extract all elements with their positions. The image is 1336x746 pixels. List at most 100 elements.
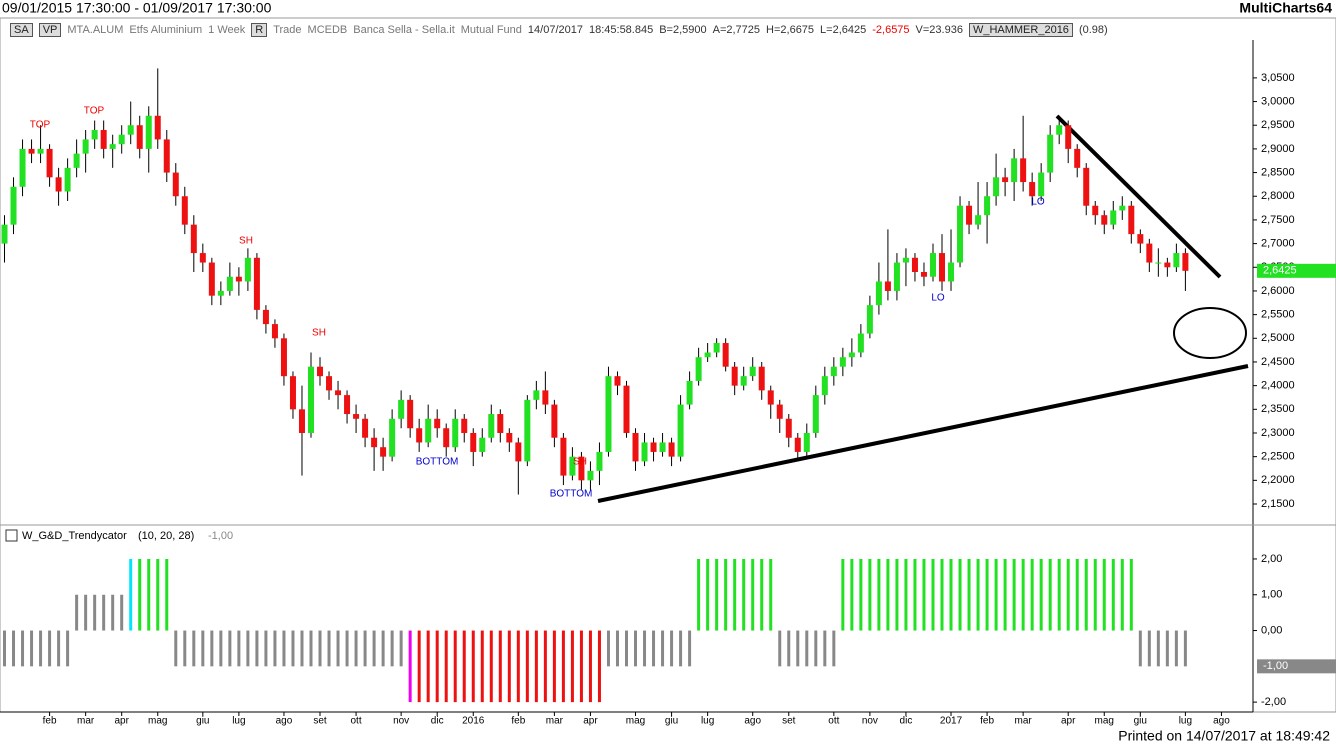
bar <box>507 630 511 703</box>
candle-body <box>136 125 143 149</box>
bar <box>805 630 809 667</box>
candle-body <box>875 281 882 306</box>
bar <box>661 630 665 667</box>
candle-body <box>10 186 17 225</box>
candle-body <box>1074 148 1081 168</box>
candle-body <box>1038 172 1045 197</box>
candle-body <box>677 404 684 457</box>
bar <box>814 630 818 667</box>
toolbar-item: V=23.936 <box>915 24 963 36</box>
candle-body <box>497 414 504 433</box>
bar <box>1057 558 1061 631</box>
toolbar-item: B=2,5900 <box>659 24 707 36</box>
candle-body <box>785 418 792 438</box>
bar <box>318 630 322 667</box>
candle-body <box>416 428 423 443</box>
candle-body <box>839 357 846 367</box>
candle-body <box>848 352 855 358</box>
ellipse <box>1173 307 1247 359</box>
candle-body <box>380 447 387 457</box>
toolbar-item: Mutual Fund <box>460 24 522 36</box>
bar <box>273 630 277 667</box>
bar <box>1021 558 1025 631</box>
candle-body <box>19 148 26 187</box>
bar <box>372 630 376 667</box>
x-tick-label: set <box>313 716 327 727</box>
bar <box>1165 630 1169 667</box>
toolbar-item[interactable]: R <box>251 23 268 37</box>
bar <box>75 594 79 631</box>
y-tick-label: 2,7500 <box>1261 214 1295 226</box>
y-tick-label: 2,9000 <box>1261 143 1295 155</box>
candle-body <box>371 437 378 448</box>
bar <box>895 558 899 631</box>
toolbar-item[interactable]: VP <box>38 23 62 37</box>
bar <box>129 558 133 631</box>
bar <box>444 630 448 703</box>
bar <box>1138 630 1142 667</box>
bar <box>1156 630 1160 667</box>
y-tick-label: 3,0500 <box>1261 72 1295 84</box>
bar <box>390 630 394 667</box>
bar <box>282 630 286 667</box>
candle-body <box>344 395 351 415</box>
candle-body <box>740 376 747 386</box>
candle-body <box>154 115 161 140</box>
bar <box>670 630 674 667</box>
bar <box>742 558 746 631</box>
toolbar-item[interactable]: SA <box>10 23 33 37</box>
bar <box>462 630 466 703</box>
candle-body <box>289 376 296 410</box>
x-tick-label: 2017 <box>940 716 963 727</box>
bar <box>823 630 827 667</box>
y-tick-label: 3,0000 <box>1261 95 1295 107</box>
bar <box>1030 558 1034 631</box>
candle-body <box>190 224 197 254</box>
bar <box>706 558 710 631</box>
candle-body <box>1146 243 1153 263</box>
bar <box>588 630 592 703</box>
candle-body <box>461 418 468 433</box>
y-tick-label: 2,3000 <box>1261 427 1295 439</box>
toolbar: SA VP MTA.ALUM Etfs Aluminium 1 Week R T… <box>10 22 1108 38</box>
candle-body <box>884 281 891 291</box>
toolbar-item: Etfs Aluminium <box>129 24 203 36</box>
candle-body <box>1056 125 1063 135</box>
bar <box>652 630 656 667</box>
trend-line <box>597 364 1249 503</box>
candle-body <box>794 437 801 452</box>
annotation: BOTTOM <box>550 489 593 500</box>
bar <box>868 558 872 631</box>
candle-body <box>434 418 441 429</box>
bar <box>39 630 43 667</box>
candle-body <box>1020 158 1027 183</box>
candle-body <box>226 276 233 291</box>
candle-body <box>722 343 729 367</box>
bar <box>264 630 268 667</box>
bar <box>688 630 692 667</box>
bar <box>201 630 205 667</box>
bar <box>634 630 638 667</box>
bar <box>174 630 178 667</box>
candle-body <box>1137 234 1144 244</box>
bar <box>697 558 701 631</box>
bar <box>381 630 385 667</box>
close-box[interactable] <box>5 529 18 542</box>
bar <box>832 630 836 667</box>
bar <box>435 630 439 703</box>
candle-body <box>1182 253 1189 271</box>
bar <box>489 630 493 703</box>
y-tick-label: 2,8500 <box>1261 166 1295 178</box>
toolbar-item: 1 Week <box>208 24 246 36</box>
x-tick-label: ago <box>1213 716 1230 727</box>
bar <box>336 630 340 667</box>
candle-body <box>1 224 8 244</box>
bar <box>255 630 259 667</box>
toolbar-item[interactable]: W_HAMMER_2016 <box>968 23 1073 37</box>
bar <box>715 558 719 631</box>
candle-body <box>623 385 630 433</box>
candle-body <box>560 437 567 476</box>
bar <box>958 558 962 631</box>
x-tick-label: mar <box>77 716 95 727</box>
